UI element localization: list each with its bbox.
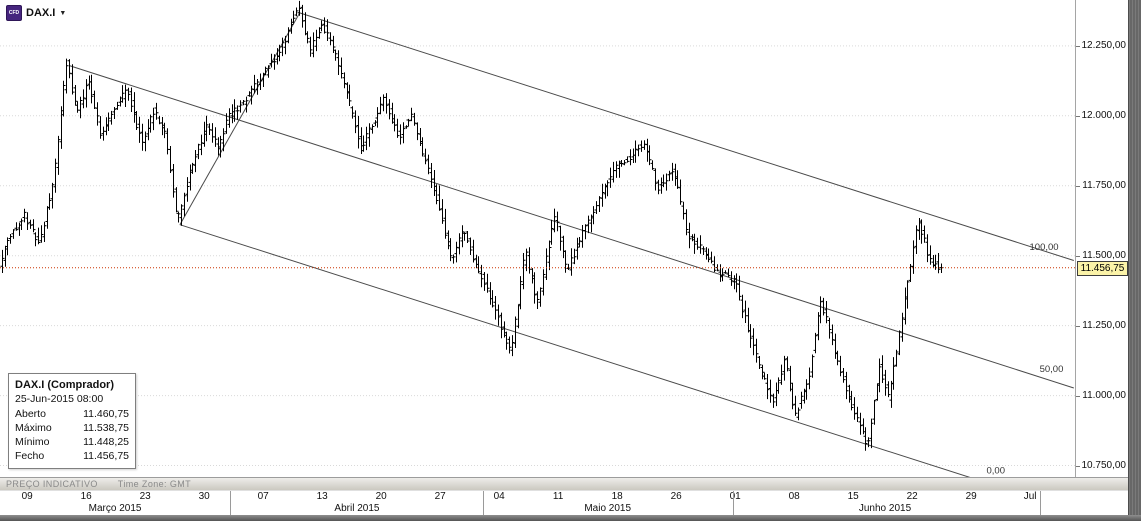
indicative-price-label: PREÇO INDICATIVO — [6, 479, 98, 489]
price-tickmark — [1076, 466, 1080, 467]
x-tick-label: 30 — [198, 491, 210, 502]
price-tickmark — [1076, 186, 1080, 187]
x-tick-label: 07 — [257, 491, 269, 502]
dropdown-caret-icon: ▼ — [59, 10, 67, 17]
channel-level-label: 100,00 — [1030, 242, 1059, 253]
instrument-label: DAX.I — [26, 7, 56, 19]
x-tick-label: Jul — [1023, 491, 1037, 502]
info-box-title: DAX.I (Comprador) — [15, 379, 114, 391]
low-value: 11.448,25 — [83, 436, 129, 448]
x-tick-label: 29 — [965, 491, 977, 502]
quote-info-box: DAX.I (Comprador) 25-Jun-2015 08:00 Aber… — [8, 373, 136, 469]
info-row-low: Mínimo 11.448,25 — [15, 435, 129, 449]
channel-line-fib-100[interactable] — [299, 12, 1074, 261]
month-separator — [230, 491, 231, 516]
x-tick-label: 11 — [552, 491, 564, 502]
close-value: 11.456,75 — [83, 450, 129, 462]
ohlc-bars — [0, 0, 944, 451]
high-value: 11.538,75 — [83, 422, 129, 434]
month-label: Maio 2015 — [584, 503, 632, 514]
info-row-high: Máximo 11.538,75 — [15, 421, 129, 435]
x-tick-label: 08 — [788, 491, 800, 502]
close-label: Fecho — [15, 450, 45, 462]
instrument-selector[interactable]: CFD DAX.I ▼ — [6, 5, 66, 21]
info-row-open: Aberto 11.460,75 — [15, 407, 129, 421]
open-value: 11.460,75 — [83, 408, 129, 420]
last-price-badge: 11.456,75 — [1077, 260, 1128, 276]
month-separator — [483, 491, 484, 516]
price-tick-label: 12.250,00 — [1081, 39, 1127, 51]
price-tick-label: 11.750,00 — [1082, 179, 1126, 191]
x-tick-label: 20 — [375, 491, 387, 502]
chart-plot-area: 100,00 50,00 0,00 CFD DAX.I ▼ DAX.I (Compr… — [0, 0, 1075, 477]
x-tick-label: 13 — [316, 491, 328, 502]
x-tick-label: 04 — [493, 491, 505, 502]
time-axis[interactable]: 09 16 23 30 07 13 20 27 04 11 18 26 01 08 15 22 29 Jul Mar… — [0, 490, 1128, 516]
channel-level-label: 0,00 — [987, 465, 1006, 476]
month-separator — [733, 491, 734, 516]
price-tickmark — [1076, 116, 1080, 117]
timezone-label: Time Zone: GMT — [117, 479, 192, 489]
channel-line-connector[interactable] — [179, 12, 301, 225]
price-tickmark — [1076, 396, 1080, 397]
price-tick-label: 11.250,00 — [1082, 319, 1126, 331]
right-panel-strip[interactable] — [1128, 0, 1141, 515]
x-tick-label: 09 — [21, 491, 33, 502]
price-tickmark — [1076, 256, 1080, 257]
status-bar: PREÇO INDICATIVO Time Zone: GMT — [0, 477, 1128, 490]
x-tick-label: 16 — [80, 491, 92, 502]
high-label: Máximo — [15, 422, 52, 434]
info-box-datetime: 25-Jun-2015 08:00 — [15, 393, 104, 405]
x-tick-label: 23 — [139, 491, 151, 502]
month-separator — [1040, 491, 1041, 516]
price-tickmark — [1076, 326, 1080, 327]
info-row-close: Fecho 11.456,75 — [15, 449, 129, 463]
price-tick-label: 12.000,00 — [1081, 109, 1127, 121]
x-tick-label: 15 — [847, 491, 859, 502]
price-tick-label: 11.000,00 — [1082, 389, 1126, 401]
price-tickmark — [1076, 46, 1080, 47]
price-axis[interactable]: 11.456,75 12.250,00 12.000,00 11.750,00 11.… — [1075, 0, 1129, 477]
channel-line-fib-0[interactable] — [179, 224, 971, 477]
x-tick-label: 01 — [729, 491, 741, 502]
month-label: Junho 2015 — [858, 503, 912, 514]
month-label: Abril 2015 — [334, 503, 380, 514]
x-tick-label: 18 — [611, 491, 623, 502]
price-chart[interactable]: 100,00 50,00 0,00 — [0, 0, 1075, 477]
x-tick-label: 22 — [906, 491, 918, 502]
x-tick-label: 26 — [670, 491, 682, 502]
cfd-icon: CFD — [6, 5, 22, 21]
channel-level-label: 50,00 — [1040, 364, 1064, 375]
x-tick-label: 27 — [434, 491, 446, 502]
open-label: Aberto — [15, 408, 46, 420]
price-tick-label: 10.750,00 — [1081, 459, 1127, 471]
low-label: Mínimo — [15, 436, 50, 448]
price-tick-label: 11.500,00 — [1082, 249, 1126, 261]
window-bottom-bar — [0, 515, 1141, 521]
channel-line-fib-50[interactable] — [68, 65, 1074, 389]
month-label: Março 2015 — [88, 503, 142, 514]
